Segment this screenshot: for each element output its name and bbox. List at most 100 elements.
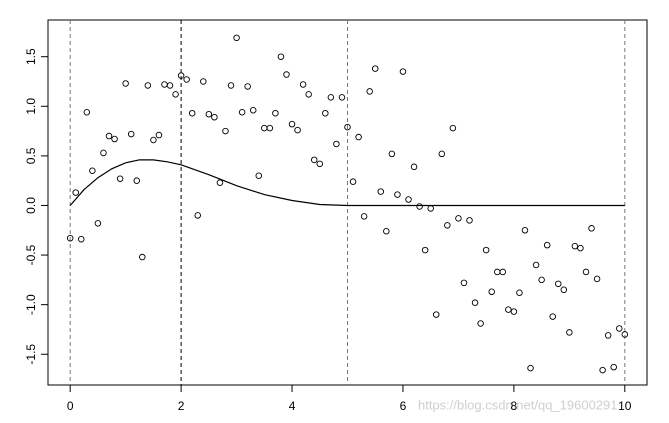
point: [344, 123, 351, 131]
y-tick-label: 0.0: [24, 197, 38, 214]
point: [616, 325, 623, 332]
point: [127, 130, 135, 138]
point: [310, 156, 318, 164]
point: [538, 276, 545, 284]
point: [116, 175, 124, 182]
point: [577, 244, 584, 252]
point: [566, 329, 573, 336]
point: [211, 113, 218, 121]
point: [177, 72, 185, 79]
point: [255, 172, 263, 179]
point: [527, 364, 534, 372]
point: [505, 306, 512, 313]
point: [78, 235, 85, 243]
point: [366, 88, 373, 95]
point: [427, 205, 434, 212]
point: [150, 136, 157, 144]
point: [133, 177, 140, 184]
point: [122, 80, 129, 87]
point: [410, 163, 418, 171]
x-tick-label: 8: [511, 399, 518, 413]
y-tick-label: 1.0: [24, 98, 38, 115]
point: [377, 188, 385, 195]
point: [438, 150, 446, 158]
point: [299, 81, 307, 88]
point: [571, 242, 579, 250]
point: [322, 109, 329, 117]
point: [294, 126, 301, 134]
point: [455, 215, 462, 222]
point: [471, 299, 479, 306]
point: [543, 241, 551, 249]
point: [521, 227, 529, 234]
point: [532, 261, 540, 269]
point: [604, 332, 612, 339]
point: [144, 82, 152, 89]
point: [172, 91, 179, 98]
point: [333, 140, 340, 148]
point: [593, 275, 601, 283]
point: [166, 82, 174, 89]
point: [89, 167, 96, 175]
point: [155, 131, 163, 139]
x-tick-label: 4: [289, 399, 296, 413]
x-tick-label: 0: [67, 399, 74, 413]
point: [272, 109, 279, 117]
point: [349, 178, 357, 185]
point: [355, 133, 362, 141]
point: [610, 363, 617, 371]
point: [371, 65, 379, 72]
point: [194, 212, 201, 219]
x-tick-label: 6: [400, 399, 407, 413]
point: [482, 246, 490, 254]
point: [383, 228, 390, 235]
y-tick-label: -1.0: [24, 294, 38, 315]
curve: [69, 159, 625, 207]
point: [388, 150, 396, 158]
point: [94, 220, 102, 227]
point: [549, 313, 556, 320]
point: [405, 196, 412, 203]
point: [394, 191, 401, 198]
point: [621, 331, 629, 338]
point: [266, 124, 274, 132]
point: [582, 268, 590, 276]
point: [449, 124, 457, 132]
point: [183, 76, 190, 83]
watermark: https://blog.csdn.net/qq_19600291: [418, 397, 618, 412]
y-tick-label: 0.5: [24, 147, 38, 164]
point: [72, 189, 79, 196]
point: [510, 308, 518, 315]
point: [111, 135, 118, 143]
point: [288, 120, 296, 128]
point: [316, 160, 324, 168]
point: [139, 253, 146, 261]
point: [100, 149, 107, 157]
point: [360, 213, 368, 220]
point: [161, 81, 168, 88]
point: [477, 320, 484, 327]
point: [105, 132, 113, 140]
point: [66, 234, 74, 242]
point: [249, 107, 257, 114]
point: [560, 286, 568, 294]
point: [216, 179, 224, 186]
point: [494, 268, 501, 276]
point: [338, 94, 346, 101]
point: [466, 217, 473, 224]
point: [516, 289, 523, 297]
point: [432, 311, 440, 318]
y-tick-label: -0.5: [24, 244, 38, 265]
point: [261, 124, 268, 132]
point: [283, 71, 290, 78]
y-tick-label: -1.5: [24, 344, 38, 365]
x-tick-label: 2: [178, 399, 185, 413]
point: [444, 222, 451, 229]
y-tick-label: 1.5: [24, 48, 38, 65]
point: [416, 203, 423, 210]
point: [327, 94, 335, 101]
point: [200, 78, 207, 85]
point: [244, 83, 251, 90]
x-tick-label: 10: [618, 399, 632, 413]
